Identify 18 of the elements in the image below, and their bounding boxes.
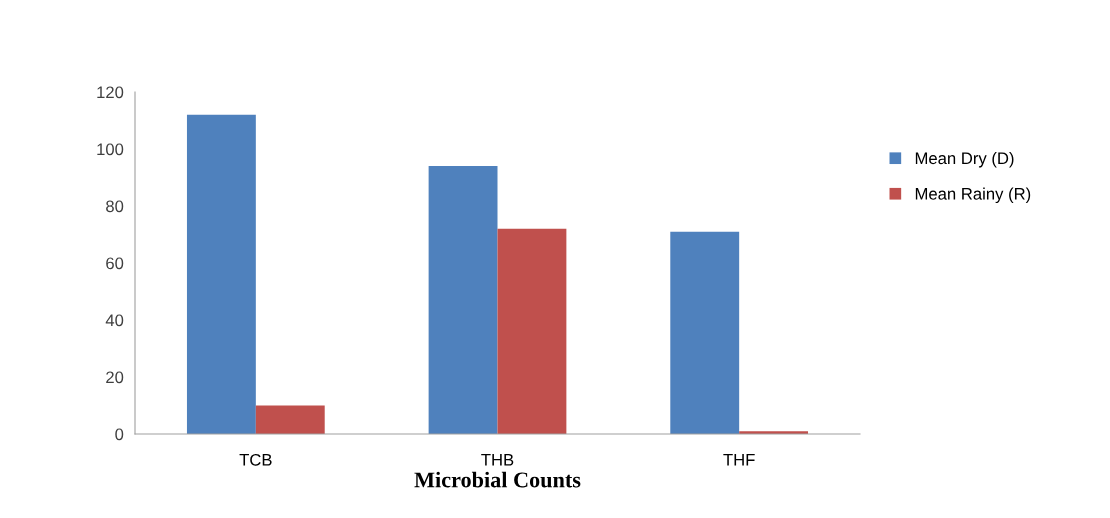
y-tick-label: 40	[105, 314, 124, 327]
x-tick-label: THF	[723, 454, 755, 466]
bar	[255, 405, 325, 434]
bar	[186, 114, 256, 434]
bar	[428, 166, 498, 434]
x-axis-title: Microbial Counts	[414, 471, 581, 488]
legend-label: Mean Rainy (R)	[915, 187, 1031, 204]
y-tick-label: 60	[106, 257, 124, 270]
y-tick-label: 80	[106, 200, 124, 213]
bar	[497, 228, 567, 434]
y-tick-label: 100	[97, 143, 124, 156]
y-tick-label: 20	[106, 371, 124, 384]
y-tick-label: 120	[97, 86, 124, 99]
legend-label: Mean Dry (D)	[915, 151, 1014, 168]
y-tick-label: 0	[115, 428, 124, 441]
bar	[670, 231, 740, 434]
x-tick-label: THB	[481, 454, 514, 466]
x-tick-label: TCB	[239, 453, 272, 466]
